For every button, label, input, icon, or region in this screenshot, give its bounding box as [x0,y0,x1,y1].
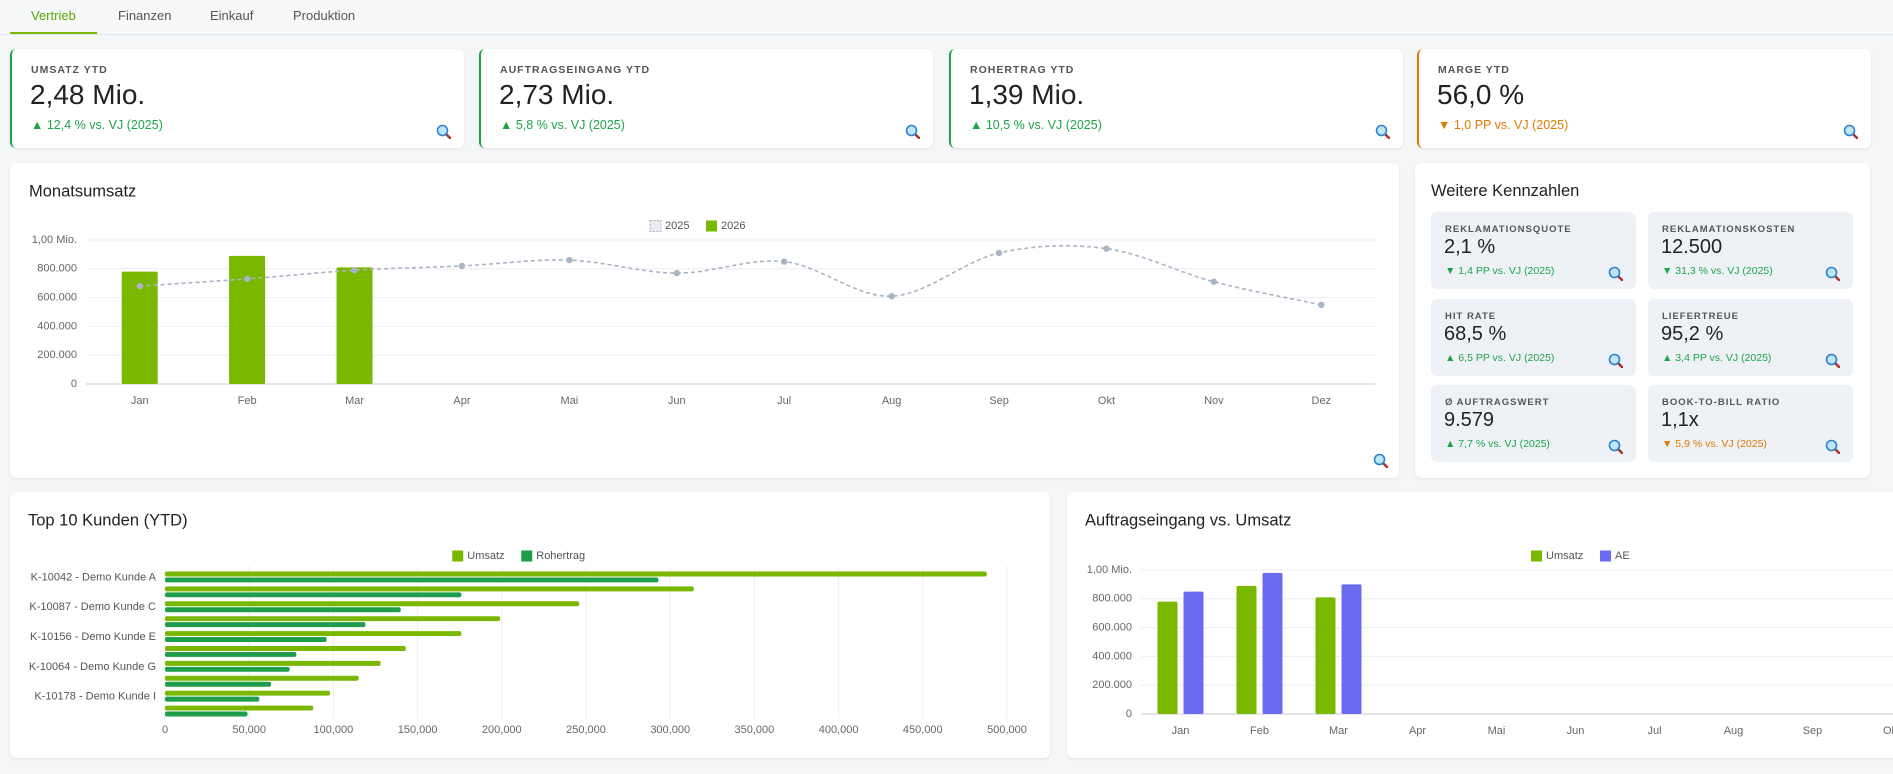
kpi-change: ▲ 6,5 PP vs. VJ (2025) [1445,352,1555,364]
zoom-button[interactable] [1608,353,1624,369]
kpi-label: AUFTRAGSEINGANG YTD [500,64,651,76]
kpi-change: ▲ 5,8 % vs. VJ (2025) [500,118,625,132]
orders-vs-revenue-card [1067,492,1893,758]
kpi-label: LIEFERTREUE [1662,311,1739,322]
zoom-lens [1825,439,1838,452]
zoom-lens [1608,439,1621,452]
zoom-lens [436,124,449,137]
kpi-tile: LIEFERTREUE 95,2 % ▲ 3,4 PP vs. VJ (2025) [1648,299,1853,376]
zoom-icon [1843,124,1859,140]
kpi-change: ▲ 12,4 % vs. VJ (2025) [31,118,163,132]
kpi-card: AUFTRAGSEINGANG YTD 2,73 Mio. ▲ 5,8 % vs. … [479,49,933,148]
kpi-value: 12.500 [1661,236,1723,258]
zoom-button[interactable] [1373,453,1389,469]
kpi-value: 56,0 % [1437,79,1525,110]
zoom-icon [436,124,452,140]
kpi-value: 1,1x [1661,409,1699,431]
zoom-button[interactable] [1825,353,1841,369]
tab[interactable]: Einkauf [210,8,254,23]
kpi-value: 68,5 % [1444,323,1507,345]
kpi-tile: BOOK-TO-BILL RATIO 1,1x ▼ 5,9 % vs. VJ (20… [1648,385,1853,462]
kpi-label: Ø AUFTRAGSWERT [1445,397,1550,408]
kpi-label: UMSATZ YTD [31,64,108,76]
zoom-lens [1373,453,1386,466]
kpi-change: ▲ 10,5 % vs. VJ (2025) [970,118,1102,132]
further-kpis-card: Weitere Kennzahlen REKLAMATIONSQUOTE 2,1 … [1415,163,1870,478]
kpi-label: REKLAMATIONSQUOTE [1445,224,1572,235]
kpi-change: ▼ 31,3 % vs. VJ (2025) [1662,265,1773,277]
zoom-icon [1608,353,1624,369]
kpi-tile: HIT RATE 68,5 % ▲ 6,5 PP vs. VJ (2025) [1431,299,1636,376]
kpi-value: 2,48 Mio. [30,79,146,110]
zoom-lens [1843,124,1856,137]
kpi-card: UMSATZ YTD 2,48 Mio. ▲ 12,4 % vs. VJ (2025… [10,49,464,148]
zoom-button[interactable] [1843,124,1859,140]
kpi-label: REKLAMATIONSKOSTEN [1662,224,1796,235]
top-customers-card [10,492,1050,758]
tab[interactable]: Vertrieb [10,0,97,34]
tab[interactable]: Finanzen [118,8,172,23]
kpi-value: 2,73 Mio. [499,79,615,110]
kpi-label: MARGE YTD [1438,64,1510,76]
kpi-value: 1,39 Mio. [969,79,1085,110]
zoom-icon [1825,266,1841,282]
zoom-button[interactable] [436,124,452,140]
monthly-revenue-card [10,163,1399,478]
zoom-icon [1373,453,1389,469]
kpi-change: ▼ 1,0 PP vs. VJ (2025) [1438,118,1569,132]
zoom-icon [1825,353,1841,369]
kpi-value: 2,1 % [1444,236,1496,258]
kpi-tile: Ø AUFTRAGSWERT 9.579 ▲ 7,7 % vs. VJ (2025) [1431,385,1636,462]
kpi-value: 9.579 [1444,409,1495,431]
kpi-tile: REKLAMATIONSQUOTE 2,1 % ▼ 1,4 PP vs. VJ (2… [1431,212,1636,289]
zoom-lens [1825,266,1838,279]
kpi-label: ROHERTRAG YTD [970,64,1075,76]
kpi-label: BOOK-TO-BILL RATIO [1662,397,1781,408]
zoom-button[interactable] [1375,124,1391,140]
kpi-card: MARGE YTD 56,0 % ▼ 1,0 PP vs. VJ (2025) [1417,49,1871,148]
tab-bar: Vertrieb Finanzen Einkauf Produktion [0,0,1893,35]
zoom-button[interactable] [1608,439,1624,455]
zoom-lens [905,124,918,137]
zoom-icon [1825,439,1841,455]
kpi-value: 95,2 % [1661,323,1724,345]
kpi-card: ROHERTRAG YTD 1,39 Mio. ▲ 10,5 % vs. VJ (2… [949,49,1403,148]
zoom-lens [1375,124,1388,137]
kpi-label: HIT RATE [1445,311,1497,322]
zoom-button[interactable] [905,124,921,140]
zoom-icon [905,124,921,140]
zoom-button[interactable] [1825,439,1841,455]
kpi-tile: REKLAMATIONSKOSTEN 12.500 ▼ 31,3 % vs. VJ … [1648,212,1853,289]
kpi-change: ▼ 1,4 PP vs. VJ (2025) [1445,265,1555,277]
zoom-button[interactable] [1608,266,1624,282]
zoom-lens [1608,353,1621,366]
kpi-change: ▲ 3,4 PP vs. VJ (2025) [1662,352,1772,364]
zoom-button[interactable] [1825,266,1841,282]
zoom-lens [1825,353,1838,366]
zoom-icon [1608,266,1624,282]
kpi-change: ▼ 5,9 % vs. VJ (2025) [1662,438,1767,450]
kpi-change: ▲ 7,7 % vs. VJ (2025) [1445,438,1550,450]
zoom-lens [1608,266,1621,279]
panel-title: Weitere Kennzahlen [1431,182,1580,200]
zoom-icon [1608,439,1624,455]
tab[interactable]: Produktion [293,8,356,23]
zoom-icon [1375,124,1391,140]
